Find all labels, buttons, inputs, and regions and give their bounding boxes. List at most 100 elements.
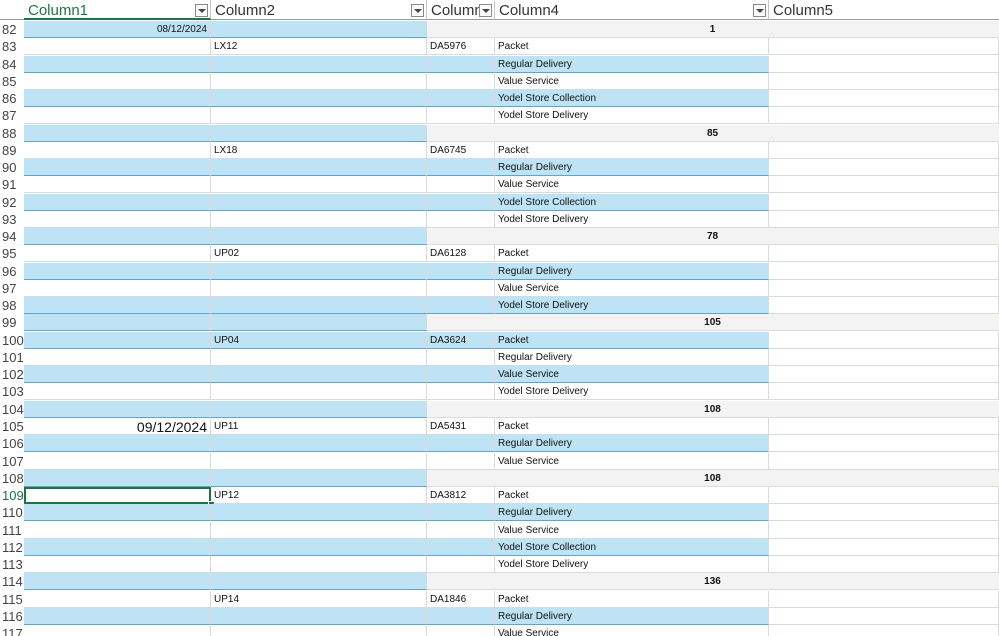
cell-c2[interactable] [211,435,427,452]
cell-c1[interactable] [24,591,211,608]
cell-c5[interactable] [769,383,999,400]
cell-c1[interactable] [24,56,211,73]
row-number[interactable]: 100 [0,332,24,349]
cell-c5[interactable]: 85 [427,125,999,142]
cell-c5[interactable] [769,608,999,625]
row-number[interactable]: 109 [0,487,24,504]
cell-c3[interactable]: DA6128 [427,245,495,262]
cell-c2[interactable]: LX18 [211,142,427,159]
cell-c5[interactable] [769,366,999,383]
cell-c5[interactable] [769,625,999,636]
cell-c3[interactable] [427,56,495,73]
row-number[interactable]: 96 [0,263,24,280]
cell-c1[interactable] [24,194,211,211]
cell-c5[interactable] [769,556,999,573]
cell-c2[interactable] [211,21,427,38]
cell-c5[interactable] [769,263,999,280]
cell-c1[interactable] [24,504,211,521]
cell-c2[interactable] [211,504,427,521]
cell-c2[interactable] [211,263,427,280]
cell-c2[interactable] [211,470,427,487]
cell-c2[interactable] [211,608,427,625]
cell-c1[interactable] [24,211,211,228]
cell-c2[interactable]: UP12 [211,487,427,504]
cell-c4[interactable]: Regular Delivery [495,263,769,280]
row-number[interactable]: 91 [0,176,24,193]
cell-c5[interactable] [769,539,999,556]
row-number[interactable]: 83 [0,38,24,55]
cell-c1[interactable] [24,453,211,470]
row-number[interactable]: 97 [0,280,24,297]
row-number[interactable]: 106 [0,435,24,452]
cell-c2[interactable] [211,383,427,400]
cell-c1[interactable] [24,366,211,383]
row-number[interactable]: 103 [0,383,24,400]
cell-c2[interactable] [211,194,427,211]
row-number[interactable]: 99 [0,314,24,331]
cell-c3[interactable] [427,159,495,176]
column1-filter-dropdown-icon[interactable] [195,4,208,17]
cell-c2[interactable] [211,539,427,556]
cell-c2[interactable] [211,453,427,470]
cell-c2[interactable]: UP02 [211,245,427,262]
cell-c4[interactable]: Yodel Store Delivery [495,383,769,400]
row-number[interactable]: 105 [0,418,24,435]
cell-c3[interactable] [427,107,495,124]
cell-c5[interactable] [769,453,999,470]
cell-c1[interactable] [24,435,211,452]
cell-c1[interactable] [24,263,211,280]
cell-c5[interactable] [769,349,999,366]
cell-c3[interactable]: DA5976 [427,38,495,55]
cell-c3[interactable] [427,90,495,107]
cell-c2[interactable]: LX12 [211,38,427,55]
cell-c1[interactable] [24,314,211,331]
cell-c1[interactable] [24,280,211,297]
cell-c4[interactable]: Packet [495,142,769,159]
cell-c1[interactable] [24,573,211,590]
row-number[interactable]: 114 [0,573,24,590]
cell-c3[interactable] [427,176,495,193]
cell-c3[interactable] [427,280,495,297]
row-number[interactable]: 90 [0,159,24,176]
cell-c3[interactable]: DA3624 [427,332,495,349]
row-number[interactable]: 111 [0,522,24,539]
cell-c2[interactable] [211,73,427,90]
cell-c5[interactable]: 136 [427,573,999,590]
column3-filter-dropdown-icon[interactable] [479,4,492,17]
cell-c5[interactable]: 108 [427,401,999,418]
row-number[interactable]: 115 [0,591,24,608]
cell-c5[interactable] [769,142,999,159]
row-number[interactable]: 107 [0,453,24,470]
cell-c4[interactable]: Packet [495,245,769,262]
cell-c5[interactable] [769,107,999,124]
cell-c3[interactable] [427,263,495,280]
row-number[interactable]: 92 [0,194,24,211]
cell-c4[interactable]: Value Service [495,280,769,297]
cell-c4[interactable]: Yodel Store Collection [495,90,769,107]
cell-c2[interactable] [211,228,427,245]
row-number[interactable]: 84 [0,56,24,73]
cell-c5[interactable] [769,159,999,176]
column2-filter-dropdown-icon[interactable] [411,4,424,17]
cell-c1[interactable] [24,125,211,142]
cell-c3[interactable] [427,211,495,228]
column3-header[interactable]: Column [427,0,495,20]
row-number[interactable]: 104 [0,401,24,418]
cell-c3[interactable] [427,366,495,383]
row-number[interactable]: 108 [0,470,24,487]
cell-c3[interactable] [427,608,495,625]
row-number[interactable]: 93 [0,211,24,228]
row-number[interactable]: 85 [0,73,24,90]
row-number[interactable]: 98 [0,297,24,314]
cell-c4[interactable]: Yodel Store Delivery [495,297,769,314]
row-number[interactable]: 113 [0,556,24,573]
cell-c5[interactable] [769,73,999,90]
row-number[interactable]: 110 [0,504,24,521]
cell-c1[interactable] [24,539,211,556]
row-number[interactable]: 94 [0,228,24,245]
cell-c1[interactable] [24,73,211,90]
cell-c5[interactable]: 1 [427,21,999,38]
row-number[interactable]: 82 [0,21,24,38]
cell-c4[interactable]: Value Service [495,522,769,539]
